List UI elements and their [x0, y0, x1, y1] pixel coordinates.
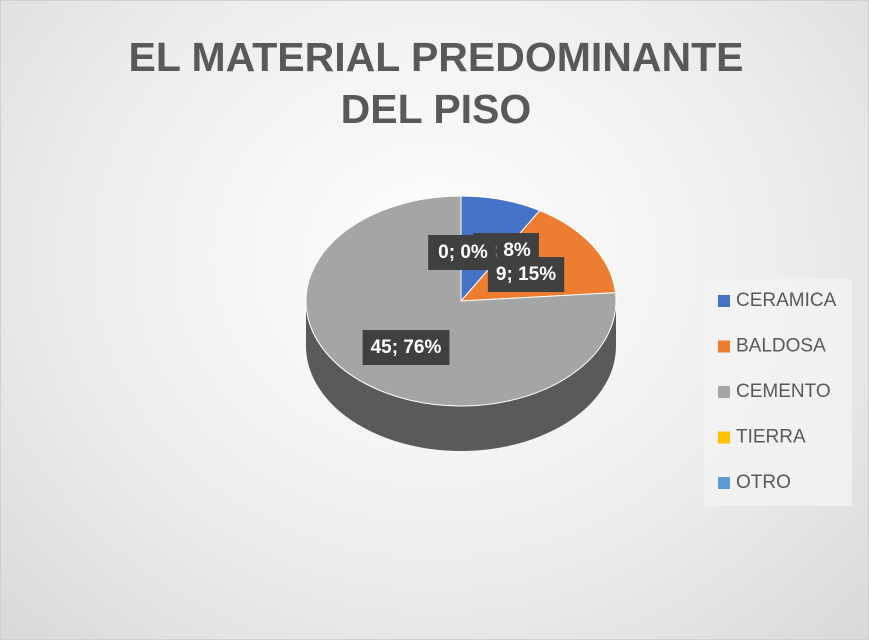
legend-swatch — [718, 431, 730, 444]
legend-label: BALDOSA — [736, 336, 826, 357]
legend-label: OTRO — [736, 472, 791, 493]
legend-label: TIERRA — [736, 427, 806, 448]
legend-label: CEMENTO — [736, 381, 831, 402]
legend-swatch — [718, 386, 730, 398]
data-label: 0; 0% — [438, 242, 488, 263]
data-label: 45; 76% — [371, 337, 442, 358]
data-label-box — [430, 235, 496, 271]
data-label: 9; 15% — [496, 264, 556, 285]
legend-swatch — [718, 477, 730, 489]
pie-side — [306, 301, 616, 451]
legend-swatch — [718, 340, 730, 353]
data-label-box — [487, 257, 565, 293]
legend-swatch — [718, 295, 730, 307]
chart-title: EL MATERIAL PREDOMINANTE DEL PISO — [128, 34, 744, 132]
legend-label: CERAMICA — [736, 290, 837, 311]
data-label-box — [362, 330, 450, 366]
